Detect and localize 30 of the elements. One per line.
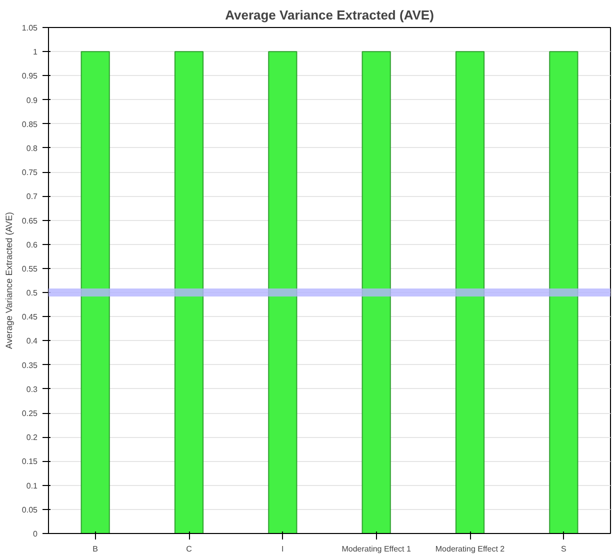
y-axis-title: Average Variance Extracted (AVE) (4, 212, 14, 350)
y-tick-label: 0.6 (26, 240, 38, 250)
x-tick-label: I (282, 544, 284, 554)
y-tick-label: 0.95 (22, 72, 38, 81)
y-tick-label: 0.85 (22, 120, 38, 129)
y-tick-label: 0.8 (26, 144, 38, 153)
y-tick-label: 0.5 (26, 288, 38, 298)
y-tick-label: 0.45 (22, 312, 38, 322)
y-tick-label: 0.2 (26, 433, 38, 442)
x-tick-label: S (561, 544, 566, 554)
chart-title: Average Variance Extracted (AVE) (225, 8, 434, 22)
y-tick-label: 0.25 (22, 409, 38, 418)
y-tick-label: 0 (33, 530, 38, 538)
y-tick-label: 0.15 (22, 457, 38, 466)
y-tick-label: 0.65 (22, 216, 38, 226)
y-tick-label: 0.1 (26, 481, 38, 490)
y-tick-label: 0.35 (22, 360, 38, 370)
y-tick-label: 1.05 (22, 24, 38, 32)
y-tick-label: 0.75 (22, 168, 38, 178)
y-tick-label: 0.4 (26, 336, 38, 346)
x-tick-label: C (186, 544, 192, 554)
y-tick-label: 0.7 (26, 192, 38, 202)
y-tick-label: 0.05 (22, 505, 38, 514)
y-tick-label: 0.9 (26, 96, 38, 105)
y-tick-label: 0.3 (26, 384, 38, 394)
y-tick-label: 0.55 (22, 264, 38, 274)
x-tick-label: Moderating Effect 1 (342, 544, 412, 554)
x-tick-label: B (92, 544, 98, 554)
x-tick-label: Moderating Effect 2 (435, 544, 506, 554)
y-tick-label: 1 (33, 48, 38, 57)
